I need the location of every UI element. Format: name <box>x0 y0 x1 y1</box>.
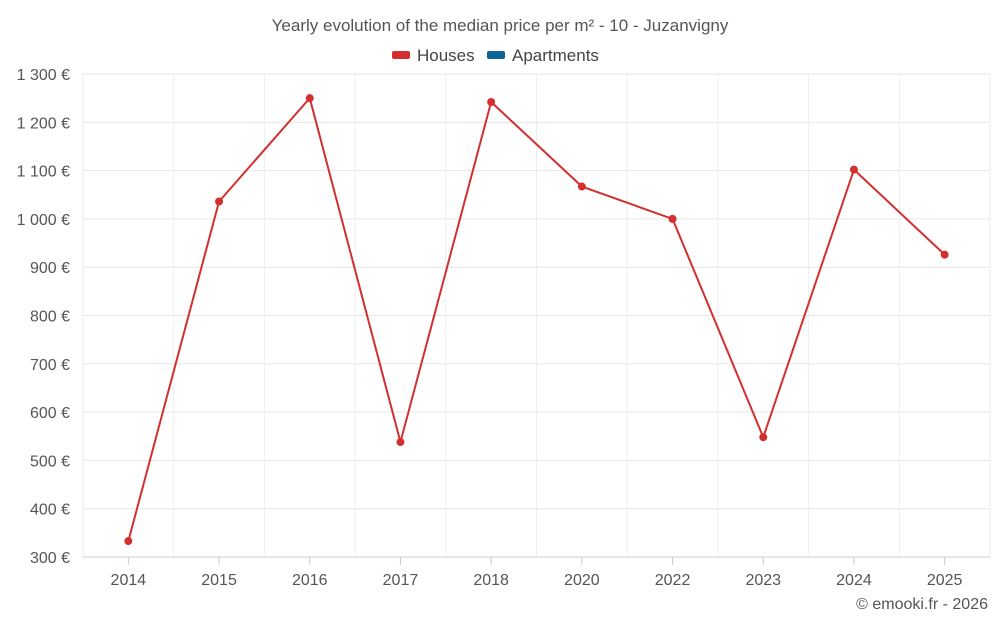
y-tick-label: 1 200 € <box>17 115 70 132</box>
legend-swatch <box>487 51 505 59</box>
data-point[interactable] <box>577 182 586 191</box>
data-point[interactable] <box>396 438 405 447</box>
series-line <box>127 97 946 542</box>
series-houses <box>124 94 949 546</box>
legend-item-houses[interactable]: Houses <box>392 46 475 65</box>
legend-label: Houses <box>417 46 475 65</box>
x-tick-label: 2014 <box>111 572 147 589</box>
y-tick-label: 300 € <box>30 550 70 567</box>
chart-title: Yearly evolution of the median price per… <box>272 16 729 35</box>
data-point[interactable] <box>215 197 224 206</box>
x-tick-label: 2022 <box>655 572 691 589</box>
y-tick-label: 700 € <box>30 357 70 374</box>
data-point[interactable] <box>849 165 858 174</box>
x-tick-label: 2017 <box>383 572 419 589</box>
x-tick-label: 2023 <box>745 572 781 589</box>
y-axis: 300 € 400 € 500 € 600 € 700 € 800 € 900 € 1 000… <box>17 67 70 567</box>
legend: Houses Apartments <box>392 46 599 65</box>
series-layer <box>124 94 949 546</box>
data-point[interactable] <box>759 433 768 442</box>
x-tick-label: 2024 <box>836 572 872 589</box>
x-tick-label: 2018 <box>473 572 509 589</box>
x-tick-label: 2016 <box>292 572 328 589</box>
legend-swatch <box>392 51 410 59</box>
x-axis: 2014 2015 2016 2017 2018 2020 2022 2023 2024 2025 <box>83 556 990 589</box>
data-point[interactable] <box>668 214 677 223</box>
y-tick-label: 1 100 € <box>17 164 70 181</box>
legend-item-apartments[interactable]: Apartments <box>487 46 599 65</box>
x-tick-label: 2015 <box>201 572 237 589</box>
data-point[interactable] <box>124 537 133 546</box>
data-point[interactable] <box>305 94 314 103</box>
y-tick-label: 1 300 € <box>17 67 70 84</box>
credit-text: © emooki.fr - 2026 <box>856 596 988 613</box>
y-tick-label: 1 000 € <box>17 212 70 229</box>
grid <box>82 73 991 558</box>
y-tick-label: 600 € <box>30 405 70 422</box>
x-tick-label: 2020 <box>564 572 600 589</box>
legend-label: Apartments <box>512 46 599 65</box>
y-tick-label: 900 € <box>30 260 70 277</box>
y-tick-label: 400 € <box>30 502 70 519</box>
x-tick-label: 2025 <box>927 572 963 589</box>
data-point[interactable] <box>487 98 496 107</box>
y-tick-label: 500 € <box>30 453 70 470</box>
y-tick-label: 800 € <box>30 309 70 326</box>
data-point[interactable] <box>940 250 949 259</box>
